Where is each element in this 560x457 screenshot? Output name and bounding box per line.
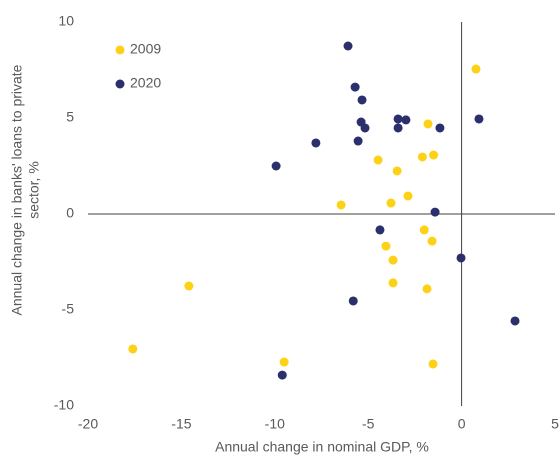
- x-tick-label: -10: [265, 416, 285, 432]
- point: [353, 136, 363, 146]
- point: [510, 316, 520, 326]
- point: [357, 95, 367, 105]
- point: [381, 241, 391, 251]
- y-tick-label: 10: [58, 13, 74, 29]
- point: [474, 114, 484, 124]
- point: [336, 200, 346, 210]
- point: [419, 225, 429, 235]
- x-axis-label: Annual change in nominal GDP, %: [215, 439, 429, 455]
- y-tick-label: -5: [62, 301, 75, 317]
- point: [427, 236, 437, 246]
- point: [401, 115, 411, 125]
- y-axis-label: sector, %: [26, 161, 42, 219]
- point: [184, 281, 194, 291]
- point: [471, 64, 481, 74]
- point: [422, 284, 432, 294]
- point: [429, 150, 439, 160]
- point: [311, 138, 321, 148]
- x-tick-label: -20: [78, 416, 98, 432]
- x-tick-label: -5: [362, 416, 375, 432]
- point: [430, 207, 440, 217]
- point: [393, 114, 403, 124]
- legend-marker: [115, 79, 125, 89]
- y-tick-label: 0: [66, 205, 74, 221]
- point: [375, 225, 385, 235]
- point: [343, 41, 353, 51]
- point: [350, 82, 360, 92]
- legend-marker: [115, 45, 125, 55]
- point: [271, 161, 281, 171]
- legend-label: 2009: [130, 41, 161, 57]
- y-axis-label: Annual change in banks' loans to private: [9, 64, 25, 315]
- point: [393, 123, 403, 133]
- point: [392, 166, 402, 176]
- point: [388, 255, 398, 265]
- point: [435, 123, 445, 133]
- x-tick-label: -15: [171, 416, 191, 432]
- x-tick-label: 0: [458, 416, 466, 432]
- legend-label: 2020: [130, 75, 161, 91]
- point: [386, 198, 396, 208]
- point: [360, 123, 370, 133]
- y-tick-label: -10: [54, 397, 74, 413]
- x-tick-label: 5: [551, 416, 559, 432]
- point: [456, 253, 466, 263]
- point: [417, 152, 427, 162]
- point: [403, 191, 413, 201]
- point: [277, 370, 287, 380]
- point: [279, 357, 289, 367]
- point: [423, 119, 433, 129]
- point: [128, 344, 138, 354]
- point: [348, 296, 358, 306]
- point: [373, 155, 383, 165]
- point: [388, 278, 398, 288]
- y-tick-label: 5: [66, 109, 74, 125]
- point: [428, 359, 438, 369]
